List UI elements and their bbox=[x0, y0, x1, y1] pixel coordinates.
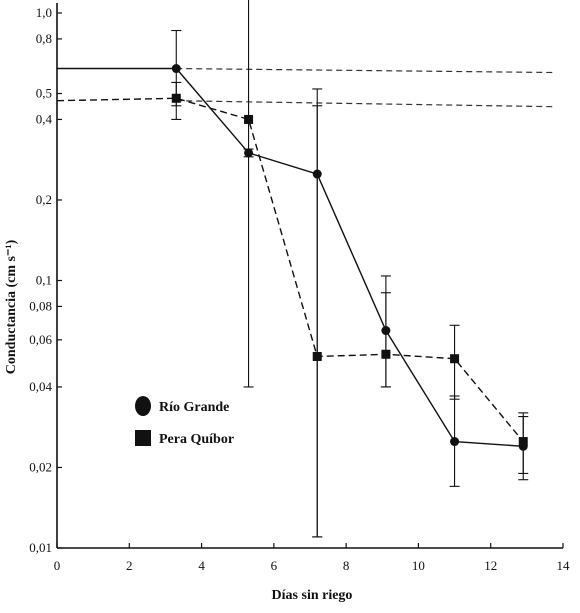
series-line bbox=[56, 97, 524, 443]
control-lines bbox=[176, 67, 556, 108]
x-tick-label: 10 bbox=[412, 558, 425, 573]
markers bbox=[171, 64, 528, 451]
y-tick-label: 0,1 bbox=[36, 273, 52, 288]
data-point-square bbox=[518, 437, 528, 447]
data-point-circle bbox=[171, 64, 181, 74]
x-tick-label: 14 bbox=[557, 558, 571, 573]
data-point-circle bbox=[450, 437, 460, 447]
x-axis-title: Días sin riego bbox=[272, 588, 353, 603]
y-tick-label: 0,5 bbox=[36, 86, 52, 101]
y-tick-label: 1,0 bbox=[36, 5, 52, 20]
y-tick-label: 0,01 bbox=[29, 540, 52, 555]
y-axis-title: Conductancia (cm s⁻¹) bbox=[4, 239, 19, 374]
legend-label: Pera Quíbor bbox=[159, 432, 234, 447]
y-tick-label: 0,06 bbox=[29, 332, 52, 347]
x-tick-label: 4 bbox=[198, 558, 205, 573]
data-point-circle bbox=[381, 326, 391, 336]
legend: Río Grande Pera Quíbor bbox=[135, 396, 234, 447]
data-point-square bbox=[171, 93, 181, 103]
data-point-square bbox=[381, 349, 391, 359]
data-point-square bbox=[312, 351, 322, 361]
error-bars bbox=[171, 0, 529, 538]
x-tick-label: 8 bbox=[343, 558, 350, 573]
data-point-circle bbox=[244, 148, 254, 158]
data-point-square bbox=[244, 114, 254, 124]
data-point-square bbox=[450, 354, 460, 364]
y-tick-label: 0,08 bbox=[29, 298, 52, 313]
x-tick-label: 6 bbox=[271, 558, 278, 573]
axes: 0 2 4 6 8 10 12 14 0,01 0,02 0,04 0,06 0,08 0,1 0,2 0,4… bbox=[29, 3, 570, 573]
series-lines bbox=[56, 67, 524, 447]
y-tick-label: 0,4 bbox=[36, 111, 53, 126]
series-line bbox=[57, 67, 524, 447]
data-point-circle bbox=[312, 169, 322, 179]
legend-marker-square bbox=[135, 430, 151, 446]
y-tick-label: 0,2 bbox=[36, 192, 52, 207]
control-level-line bbox=[176, 100, 556, 108]
y-tick-label: 0,02 bbox=[29, 459, 52, 474]
x-tick-label: 12 bbox=[484, 558, 497, 573]
y-tick-label: 0,04 bbox=[29, 379, 52, 394]
y-tick-label: 0,8 bbox=[36, 31, 52, 46]
control-level-line bbox=[176, 67, 556, 74]
x-tick-label: 2 bbox=[126, 558, 133, 573]
legend-marker-circle bbox=[135, 396, 151, 416]
x-tick-label: 0 bbox=[54, 558, 61, 573]
legend-label: Río Grande bbox=[159, 400, 229, 415]
